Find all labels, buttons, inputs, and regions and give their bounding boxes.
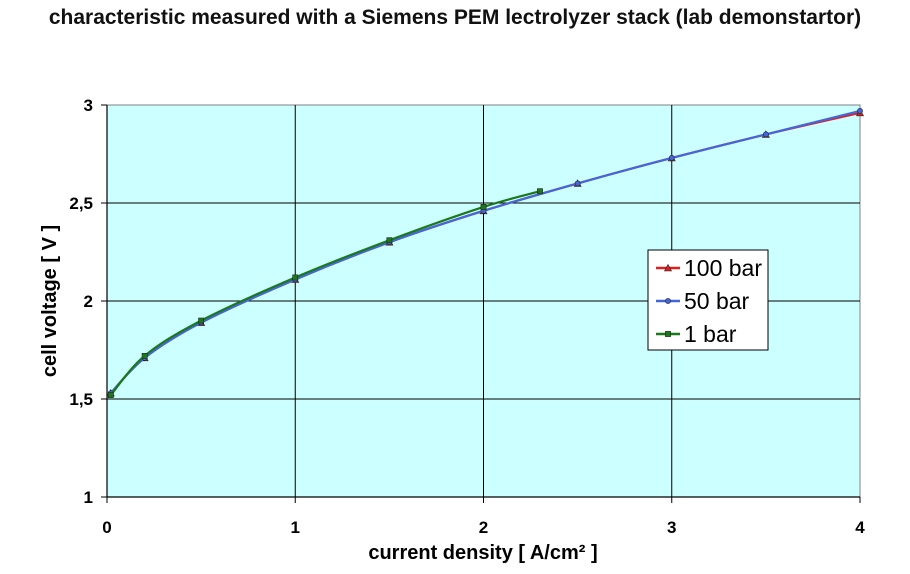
data-point	[141, 352, 148, 359]
data-point	[480, 204, 487, 210]
legend-item: 50 bar	[656, 288, 750, 314]
data-point	[857, 107, 863, 114]
legend-item: 100 bar	[656, 255, 762, 281]
x-tick-label: 2	[479, 518, 488, 537]
y-axis-label: cell voltage [ V ]	[39, 225, 61, 377]
legend-marker	[663, 263, 673, 272]
tick-labels: 0 1 2 3 411,522,53	[69, 96, 865, 537]
series-line	[109, 109, 861, 394]
axes	[101, 104, 861, 503]
x-tick-label: 1	[291, 518, 300, 537]
x-axis-label: current density [ A/cm² ]	[368, 542, 597, 564]
x-tick-label: 4	[855, 518, 865, 537]
data-point	[198, 317, 205, 324]
legend-label: 1 bar	[684, 321, 737, 347]
series-2	[107, 188, 543, 398]
legend-label: 100 bar	[684, 255, 762, 281]
data-point	[762, 131, 769, 138]
legend-label: 50 bar	[684, 288, 750, 314]
data-point	[386, 237, 393, 244]
x-tick-label: 3	[667, 518, 676, 537]
y-tick-label: 1	[84, 488, 93, 507]
data-point	[668, 155, 675, 161]
y-tick-label: 3	[84, 96, 93, 115]
data-point	[537, 188, 543, 195]
legend-item: 1 bar	[656, 321, 737, 347]
series-lines	[106, 107, 865, 398]
x-tick-label: 0	[102, 518, 111, 537]
data-point	[292, 274, 299, 281]
legend: 100 bar 50 bar 1 bar	[647, 249, 769, 351]
legend-marker	[665, 331, 671, 337]
chart-title: characteristic measured with a Siemens P…	[48, 6, 862, 29]
legend-marker	[665, 298, 671, 304]
y-tick-label: 2,5	[69, 194, 93, 213]
data-point	[107, 392, 114, 398]
data-point	[574, 180, 581, 187]
y-tick-label: 2	[84, 292, 93, 311]
y-tick-label: 1,5	[69, 390, 93, 409]
